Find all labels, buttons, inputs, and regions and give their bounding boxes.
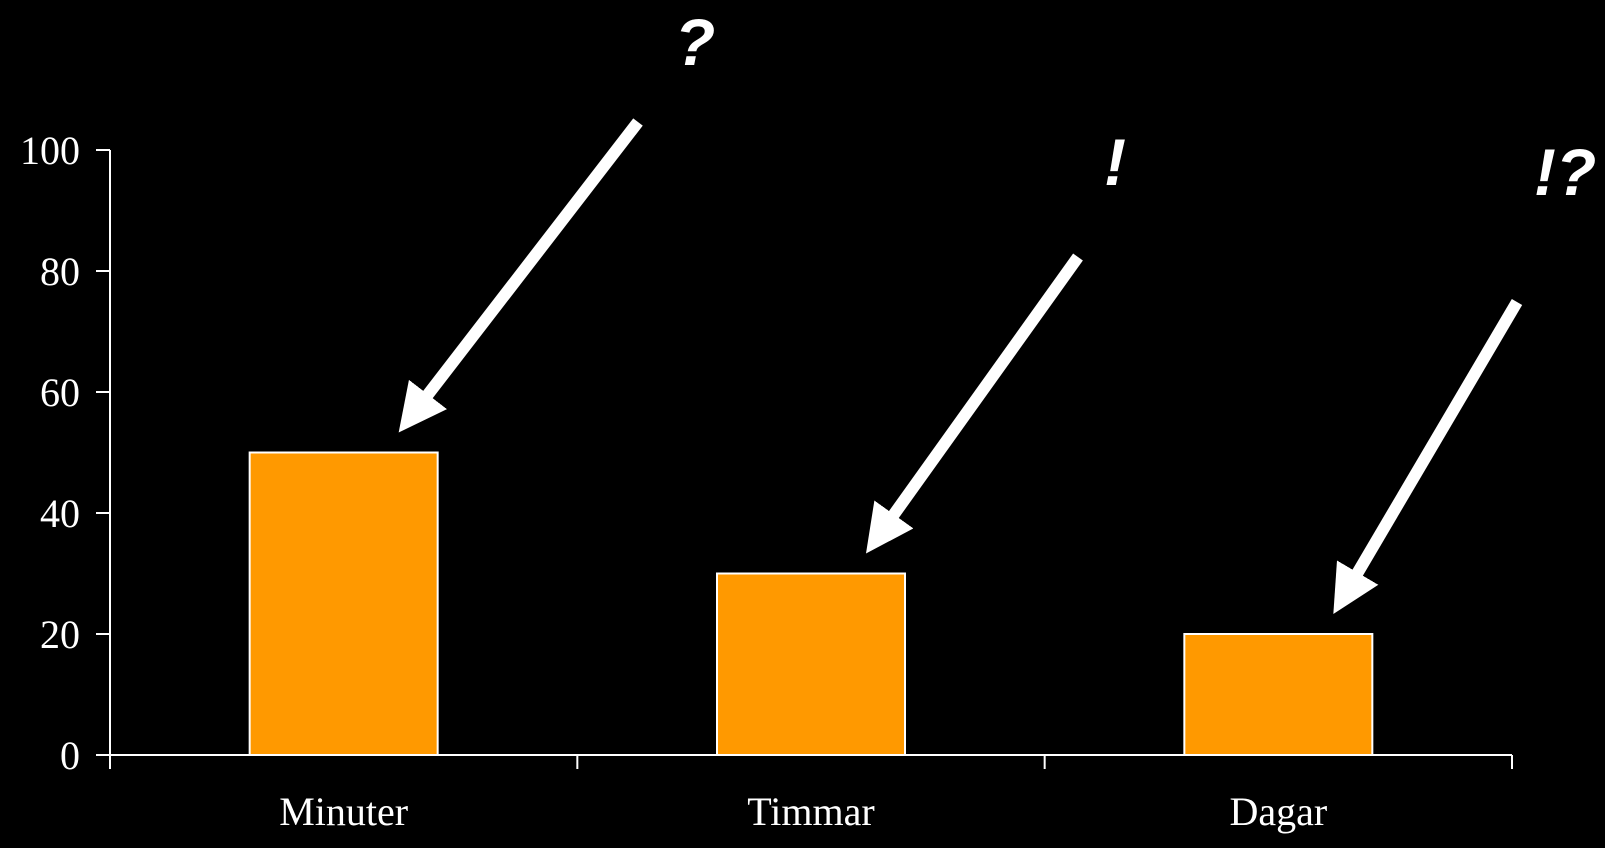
annotation-symbol: ! — [1104, 125, 1126, 199]
annotation-arrow — [1333, 298, 1523, 615]
x-tick-label: Timmar — [747, 789, 874, 834]
y-tick-label: 60 — [40, 370, 80, 415]
annotation-symbol: !? — [1534, 135, 1596, 209]
annotation-arrow — [866, 253, 1083, 554]
x-tick-label: Minuter — [279, 789, 408, 834]
y-tick-label: 40 — [40, 491, 80, 536]
x-tick-label: Dagar — [1229, 789, 1327, 834]
y-tick-label: 20 — [40, 612, 80, 657]
bar-dagar — [1183, 633, 1374, 756]
bars — [248, 451, 1374, 756]
y-tick-label: 100 — [20, 128, 80, 173]
labels: 0 20 40 60 80 100 Minuter Timmar Dagar — [20, 128, 1327, 834]
bar-minuter — [248, 451, 439, 756]
y-tick-label: 80 — [40, 249, 80, 294]
y-tick-label: 0 — [60, 733, 80, 778]
bar-timmar — [716, 572, 906, 756]
annotation-symbol: ? — [675, 5, 715, 79]
annotations: ?!!? — [398, 5, 1596, 615]
annotation-arrow — [398, 118, 643, 433]
